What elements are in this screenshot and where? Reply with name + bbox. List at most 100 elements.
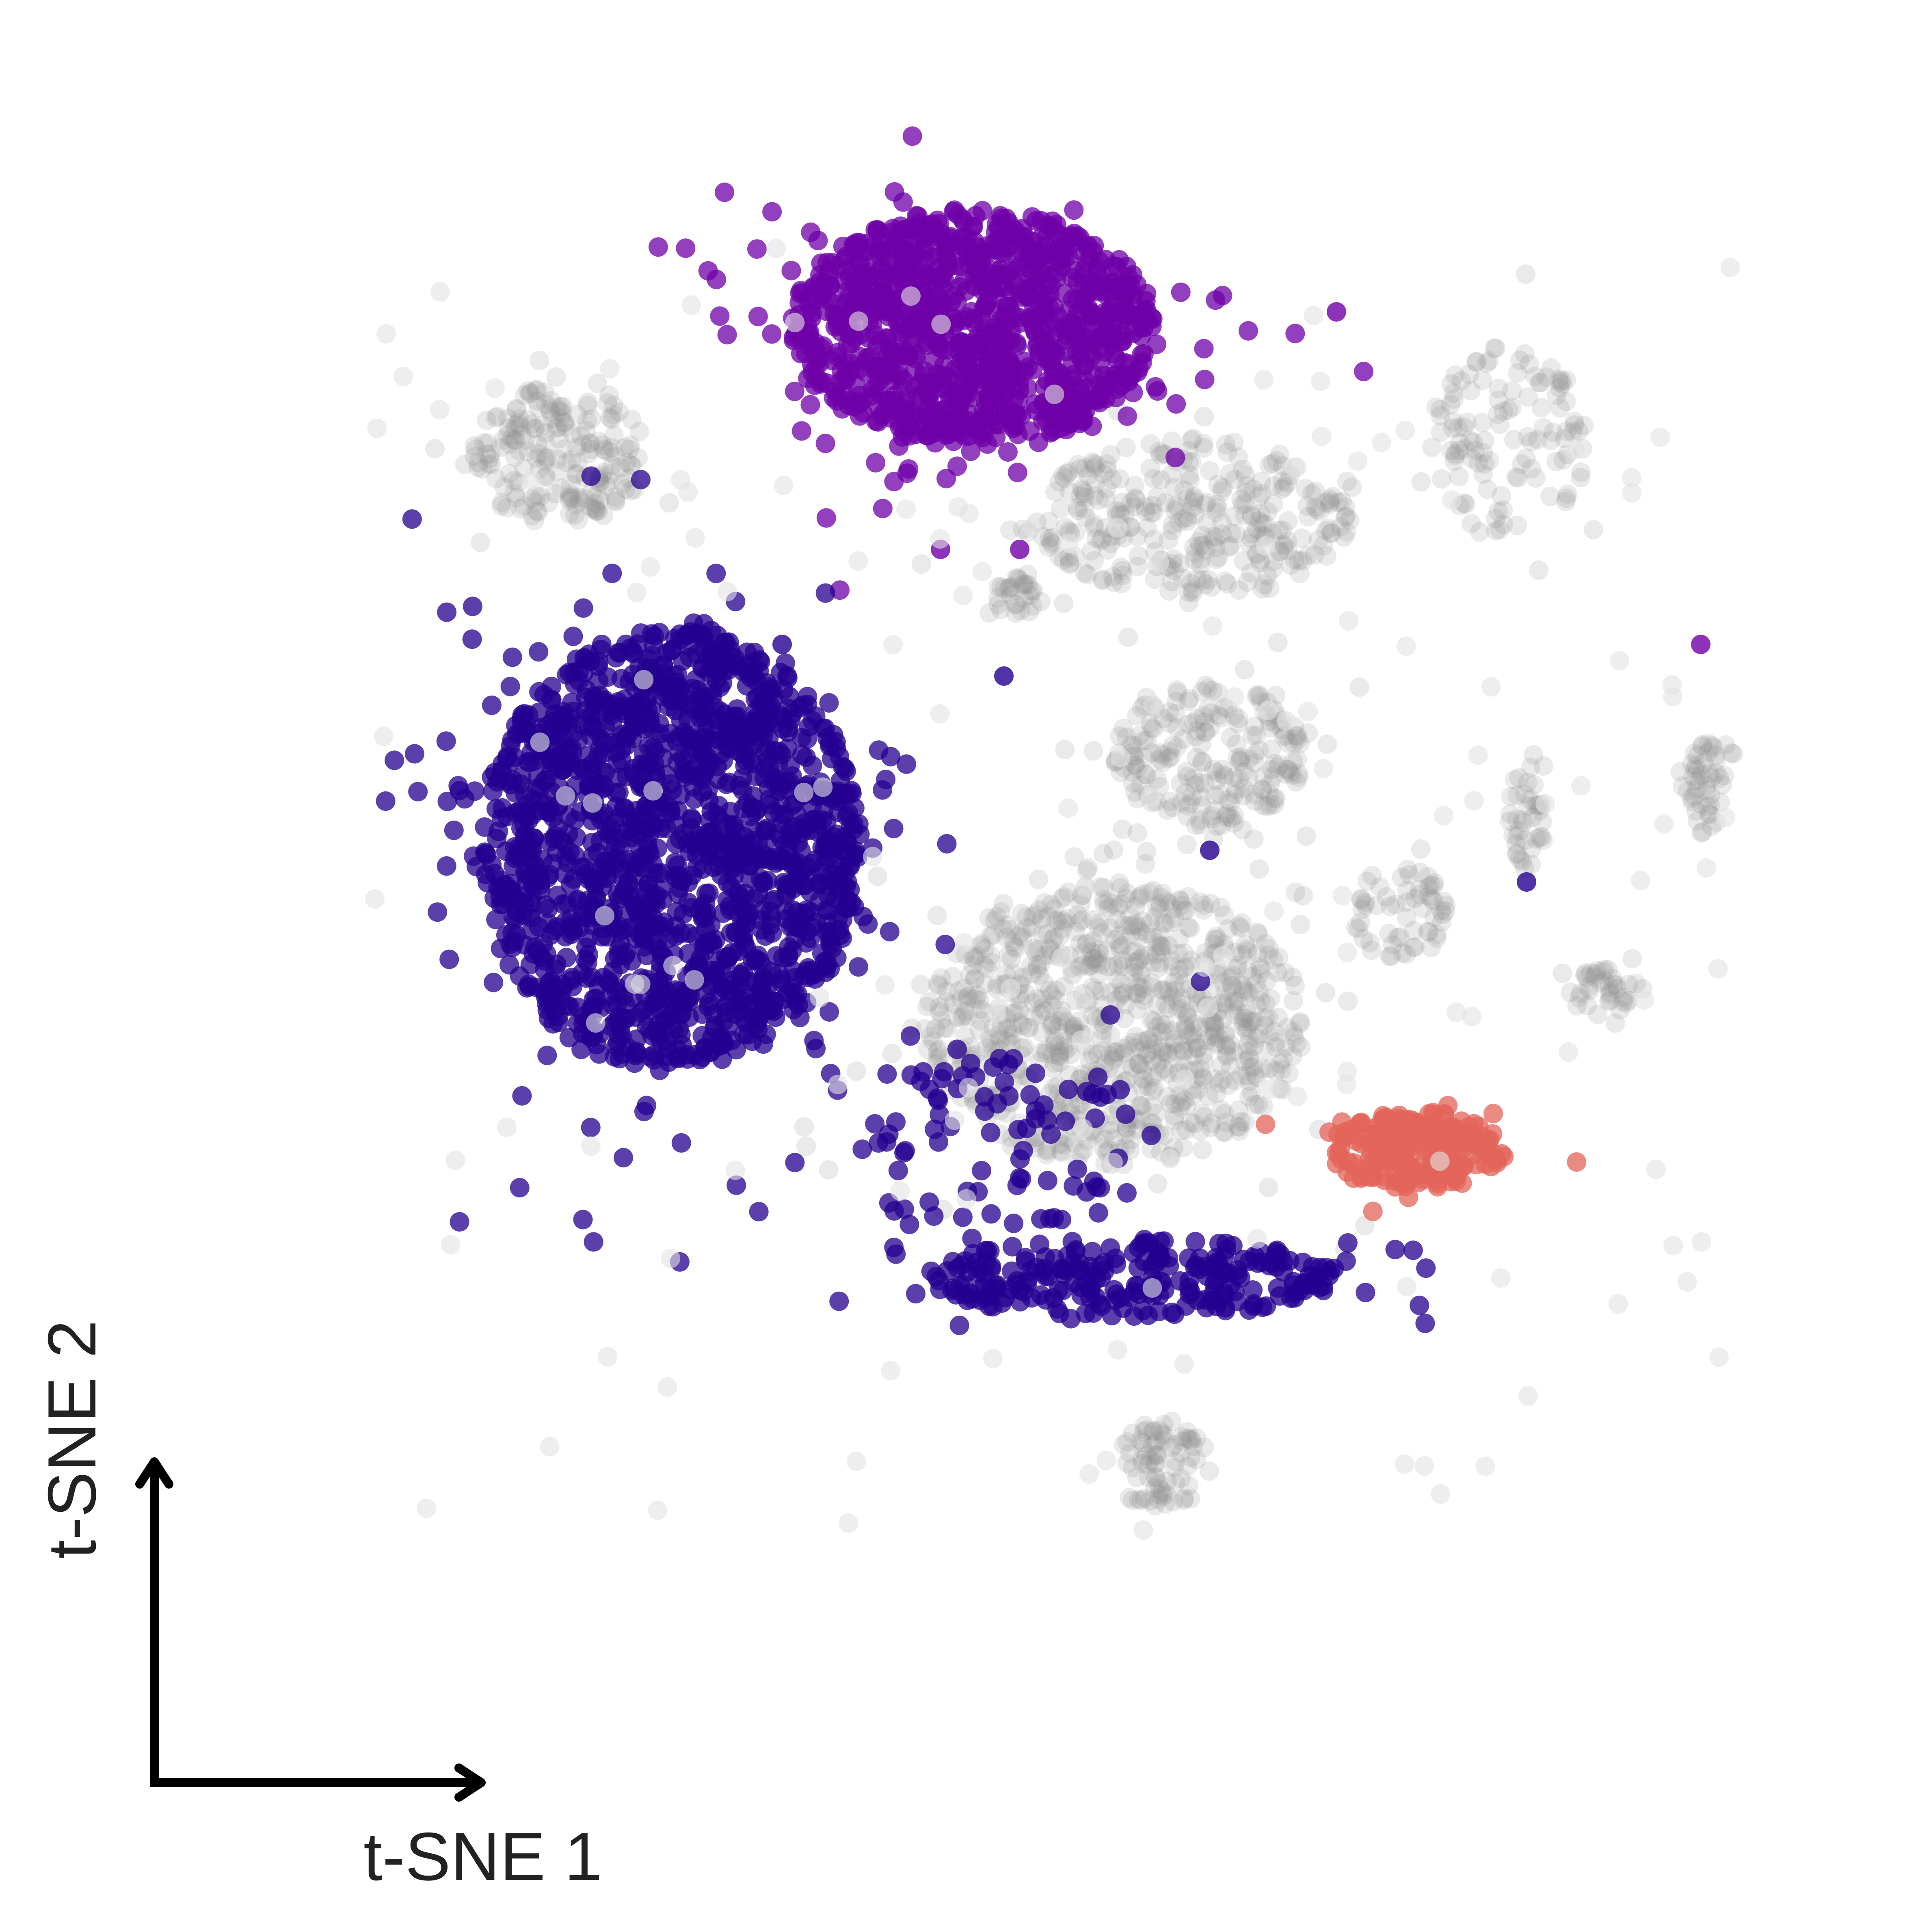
scatter-point	[511, 774, 531, 794]
scatter-point	[582, 483, 601, 502]
scatter-point	[536, 394, 556, 414]
scatter-point	[1168, 683, 1187, 703]
scatter-point	[888, 229, 908, 249]
scatter-point	[1176, 762, 1196, 782]
scatter-point	[1298, 545, 1318, 565]
scatter-point	[1286, 726, 1306, 746]
scatter-point	[1243, 479, 1263, 499]
scatter-point	[1005, 404, 1025, 424]
scatter-point	[1079, 465, 1098, 485]
scatter-point	[1075, 458, 1095, 478]
scatter-point	[1277, 759, 1297, 779]
scatter-point	[1203, 681, 1223, 700]
scatter-point	[484, 863, 504, 883]
scatter-point	[1178, 796, 1198, 816]
scatter-point	[819, 693, 839, 713]
scatter-point	[1224, 506, 1244, 526]
scatter-point	[468, 453, 488, 473]
scatter-point	[1112, 574, 1131, 593]
scatter-point	[1405, 937, 1425, 957]
scatter-point	[546, 367, 566, 387]
scatter-point	[1529, 560, 1549, 580]
scatter-point	[819, 274, 839, 294]
scatter-point	[1192, 1140, 1212, 1160]
scatter-point	[1200, 461, 1220, 481]
scatter-point	[1441, 394, 1461, 414]
scatter-point	[655, 1011, 675, 1031]
scatter-point	[569, 487, 589, 507]
scatter-point	[1060, 555, 1079, 574]
scatter-point	[1209, 547, 1228, 567]
scatter-point	[963, 217, 983, 237]
scatter-point	[884, 472, 904, 491]
scatter-point	[1141, 434, 1161, 454]
scatter-point	[1531, 373, 1550, 393]
scatter-point	[1029, 869, 1049, 889]
scatter-point	[626, 858, 646, 877]
scatter-point	[1204, 760, 1224, 780]
scatter-point	[1214, 765, 1234, 784]
scatter-point	[1263, 454, 1282, 473]
scatter-point	[1183, 429, 1203, 449]
scatter-point	[1502, 398, 1522, 417]
scatter-point	[772, 745, 791, 765]
scatter-point	[1263, 767, 1283, 787]
scatter-point	[1153, 745, 1172, 765]
scatter-point	[698, 780, 718, 800]
scatter-point	[1446, 444, 1466, 464]
scatter-point	[1250, 553, 1270, 573]
scatter-point	[506, 430, 525, 450]
scatter-point	[1693, 735, 1712, 755]
scatter-point	[610, 1049, 629, 1069]
scatter-point	[1086, 455, 1106, 475]
scatter-point	[541, 391, 561, 411]
scatter-point	[980, 603, 999, 623]
scatter-point	[580, 433, 600, 453]
scatter-point	[1321, 523, 1341, 543]
scatter-point	[1508, 468, 1528, 488]
scatter-point	[1335, 507, 1355, 527]
scatter-point	[1029, 1234, 1049, 1254]
scatter-point	[1197, 513, 1217, 533]
scatter-point	[1227, 748, 1247, 768]
scatter-point	[1245, 791, 1265, 811]
scatter-point	[562, 450, 582, 470]
scatter-point	[1346, 918, 1366, 937]
scatter-point	[541, 402, 561, 422]
scatter-point	[820, 292, 840, 311]
scatter-point	[1217, 442, 1237, 462]
scatter-point	[559, 739, 579, 759]
scatter-point	[1083, 241, 1103, 261]
scatter-point	[599, 973, 619, 993]
scatter-point	[547, 461, 567, 481]
scatter-point	[1084, 517, 1104, 537]
scatter-point	[1430, 406, 1450, 426]
scatter-point	[1190, 536, 1210, 556]
scatter-point	[1150, 750, 1170, 769]
scatter-point	[1193, 752, 1213, 772]
scatter-point	[566, 495, 586, 515]
scatter-point	[524, 511, 544, 531]
scatter-point	[638, 874, 658, 894]
scatter-point	[762, 324, 782, 344]
scatter-point	[494, 477, 514, 497]
scatter-point	[1002, 1237, 1022, 1257]
scatter-point	[1206, 538, 1226, 558]
scatter-point	[404, 744, 424, 764]
scatter-point	[627, 824, 647, 844]
scatter-point	[1399, 865, 1419, 885]
scatter-point	[597, 393, 617, 413]
scatter-point	[600, 471, 620, 491]
scatter-point	[1477, 479, 1497, 499]
scatter-point	[1557, 421, 1576, 441]
scatter-point	[1032, 924, 1052, 944]
scatter-point	[1441, 374, 1461, 394]
scatter-point	[776, 883, 796, 902]
scatter-point	[918, 426, 938, 446]
scatter-point	[931, 968, 951, 988]
scatter-point	[533, 415, 553, 435]
scatter-point	[615, 438, 635, 457]
scatter-point	[671, 1133, 691, 1153]
scatter-point	[637, 1096, 657, 1115]
scatter-point	[589, 1044, 609, 1064]
